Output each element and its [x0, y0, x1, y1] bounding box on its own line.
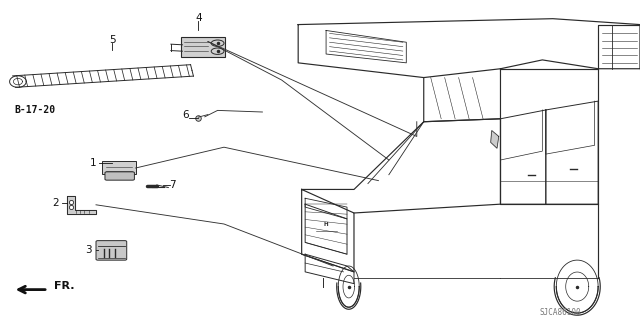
Polygon shape — [491, 131, 499, 148]
Text: 2: 2 — [52, 198, 59, 208]
Text: 4: 4 — [195, 12, 202, 23]
Text: 7: 7 — [170, 180, 176, 190]
Text: 1: 1 — [90, 158, 96, 168]
Text: SJCA86100: SJCA86100 — [539, 308, 581, 317]
Text: 3: 3 — [85, 244, 92, 255]
Text: H: H — [324, 222, 328, 227]
Text: 6: 6 — [182, 110, 189, 120]
Polygon shape — [67, 196, 96, 214]
FancyBboxPatch shape — [96, 241, 127, 260]
FancyBboxPatch shape — [181, 37, 225, 57]
Text: FR.: FR. — [54, 281, 75, 292]
Text: 5: 5 — [109, 35, 115, 45]
Text: B-17-20: B-17-20 — [14, 105, 55, 116]
FancyBboxPatch shape — [102, 161, 136, 174]
FancyBboxPatch shape — [105, 172, 134, 180]
